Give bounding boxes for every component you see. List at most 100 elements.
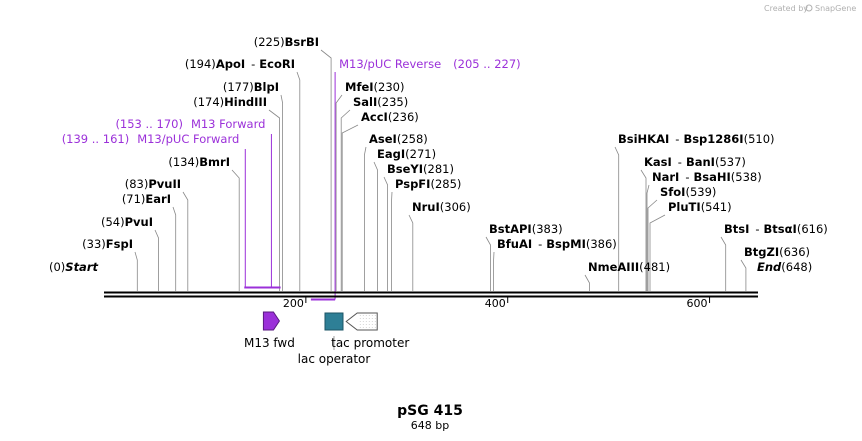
- site-leader-line: [268, 109, 281, 291]
- site-text: MfeI(230): [345, 80, 404, 94]
- site-position: (194): [185, 57, 216, 71]
- site-enzyme-name: BtsαI: [764, 222, 797, 236]
- site-enzyme-name: NruI: [412, 200, 440, 214]
- site-label-acci[interactable]: AccI(236): [361, 110, 419, 124]
- site-leader-line: [373, 161, 378, 291]
- site-text: EagI(271): [377, 147, 436, 161]
- site-label-sali[interactable]: SalI(235): [353, 95, 408, 109]
- site-label-mfei[interactable]: MfeI(230): [345, 80, 404, 94]
- site-position: (539): [685, 185, 716, 199]
- site-enzyme-name: BtsI: [724, 222, 749, 236]
- site-label-eagi[interactable]: EagI(271): [377, 147, 436, 161]
- site-label-bseyi[interactable]: BseYI(281): [387, 162, 454, 176]
- site-label-kasi[interactable]: KasI - BanI(537): [644, 155, 746, 169]
- site-leader-line: [614, 146, 620, 291]
- site-position: (71): [122, 192, 146, 206]
- site-label-bfuai[interactable]: BfuAI - BspMI(386): [497, 237, 617, 251]
- site-label-pvui[interactable]: (54)PvuI: [101, 215, 153, 229]
- site-enzyme-name: BspMI: [546, 237, 586, 251]
- site-label-sfoi[interactable]: SfoI(539): [660, 185, 716, 199]
- site-enzyme-name: BfuAI: [497, 237, 532, 251]
- site-label-start[interactable]: (0)Start: [49, 260, 99, 274]
- site-position: (258): [397, 132, 428, 146]
- site-position: (383): [532, 222, 563, 236]
- site-text: KasI - BanI(537): [644, 155, 746, 169]
- site-label-asei[interactable]: AseI(258): [369, 132, 428, 146]
- feature-m13-fwd[interactable]: M13 fwd: [244, 311, 295, 350]
- site-enzyme-name: BseYI: [387, 162, 423, 176]
- primers: (139 .. 161) M13/pUC Forward(153 .. 170) M…: [62, 57, 521, 301]
- site-leader-line: [740, 259, 747, 291]
- primer-label: (153 .. 170) M13 Forward: [115, 117, 265, 131]
- site-enzyme-name: EarI: [145, 192, 171, 206]
- site-enzyme-name: KasI: [644, 155, 672, 169]
- site-label-pspfi[interactable]: PspFI(285): [395, 177, 461, 191]
- site-enzyme-name: PvuII: [148, 177, 181, 191]
- primer-m13-forward[interactable]: (153 .. 170) M13 Forward: [115, 117, 281, 289]
- site-label-bstapi[interactable]: BstAPI(383): [489, 222, 563, 236]
- tick-label: 600: [687, 297, 708, 310]
- site-label-nari[interactable]: NarI - BsaHI(538): [652, 170, 762, 184]
- site-enzyme-name: BsaHI: [694, 170, 731, 184]
- site-text: (177)BlpI: [223, 80, 279, 94]
- site-text: (54)PvuI: [101, 215, 153, 229]
- site-enzyme-name: PluTI: [668, 200, 701, 214]
- site-leader-line: [363, 146, 367, 291]
- site-enzyme-name: BmrI: [199, 155, 230, 169]
- site-label-apoi[interactable]: (194)ApoI - EcoRI: [185, 57, 295, 71]
- site-enzyme-name: NmeAIII: [588, 260, 639, 274]
- site-position: (481): [639, 260, 670, 274]
- site-enzyme-name: PspFI: [395, 177, 430, 191]
- site-label-pluti[interactable]: PluTI(541): [668, 200, 732, 214]
- site-position: (636): [779, 245, 810, 259]
- site-label-eari[interactable]: (71)EarI: [122, 192, 171, 206]
- site-label-btsi[interactable]: BtsI - BtsαI(616): [724, 222, 828, 236]
- site-label-bmri[interactable]: (134)BmrI: [168, 155, 230, 169]
- site-label-fspi[interactable]: (33)FspI: [82, 237, 133, 251]
- site-label-end[interactable]: End(648): [757, 260, 812, 274]
- site-leader-line: [485, 236, 491, 291]
- site-position: (235): [377, 95, 408, 109]
- site-label-pvuii[interactable]: (83)PvuII: [125, 177, 181, 191]
- site-label-bsihkai[interactable]: BsiHKAI - Bsp1286I(510): [618, 132, 775, 146]
- site-label-blpi[interactable]: (177)BlpI: [223, 80, 279, 94]
- feature-lac-operator[interactable]: lac operator: [298, 312, 371, 366]
- site-leader-line: [320, 49, 332, 291]
- site-position: (510): [744, 132, 775, 146]
- site-text: BtgZI(636): [744, 245, 810, 259]
- credit-text: Created by: [764, 4, 808, 13]
- plasmid-title: pSG 415: [397, 403, 463, 419]
- site-text: SalI(235): [353, 95, 408, 109]
- site-enzyme-name: BsrBI: [285, 35, 319, 49]
- site-text: NarI - BsaHI(538): [652, 170, 762, 184]
- site-label-btgzi[interactable]: BtgZI(636): [744, 245, 810, 259]
- site-leaders: [134, 49, 747, 291]
- site-leader-line: [154, 229, 159, 291]
- site-label-bsrbi[interactable]: (225)BsrBI: [254, 35, 319, 49]
- site-enzyme-name: EcoRI: [259, 57, 295, 71]
- site-label-nmeaiii[interactable]: NmeAIII(481): [588, 260, 670, 274]
- site-leader-line: [134, 251, 138, 291]
- snapgene-logo-icon: [805, 4, 813, 12]
- site-label-hindiii[interactable]: (174)HindIII: [193, 95, 267, 109]
- site-enzyme-name: FspI: [106, 237, 133, 251]
- feature-tac-promoter[interactable]: tac promoter: [331, 312, 409, 350]
- feature-label: lac operator: [298, 352, 371, 366]
- site-leader-line: [182, 191, 189, 291]
- site-position: (0): [49, 260, 65, 274]
- site-text: (33)FspI: [82, 237, 133, 251]
- site-leader-line: [296, 71, 301, 291]
- site-leader-line: [408, 214, 414, 291]
- site-position: (281): [423, 162, 454, 176]
- site-enzyme-name: Start: [65, 260, 98, 274]
- site-enzyme-name: PvuI: [125, 215, 153, 229]
- site-text: SfoI(539): [660, 185, 716, 199]
- site-enzyme-name: EagI: [377, 147, 405, 161]
- site-text: (174)HindIII: [193, 95, 267, 109]
- primer-m13-puc-reverse[interactable]: M13/pUC Reverse (205 .. 227): [310, 57, 521, 301]
- site-position: (54): [101, 215, 125, 229]
- site-label-nrui[interactable]: NruI(306): [412, 200, 471, 214]
- site-text: PspFI(285): [395, 177, 461, 191]
- site-leader-line: [649, 214, 666, 291]
- site-text: AccI(236): [361, 110, 419, 124]
